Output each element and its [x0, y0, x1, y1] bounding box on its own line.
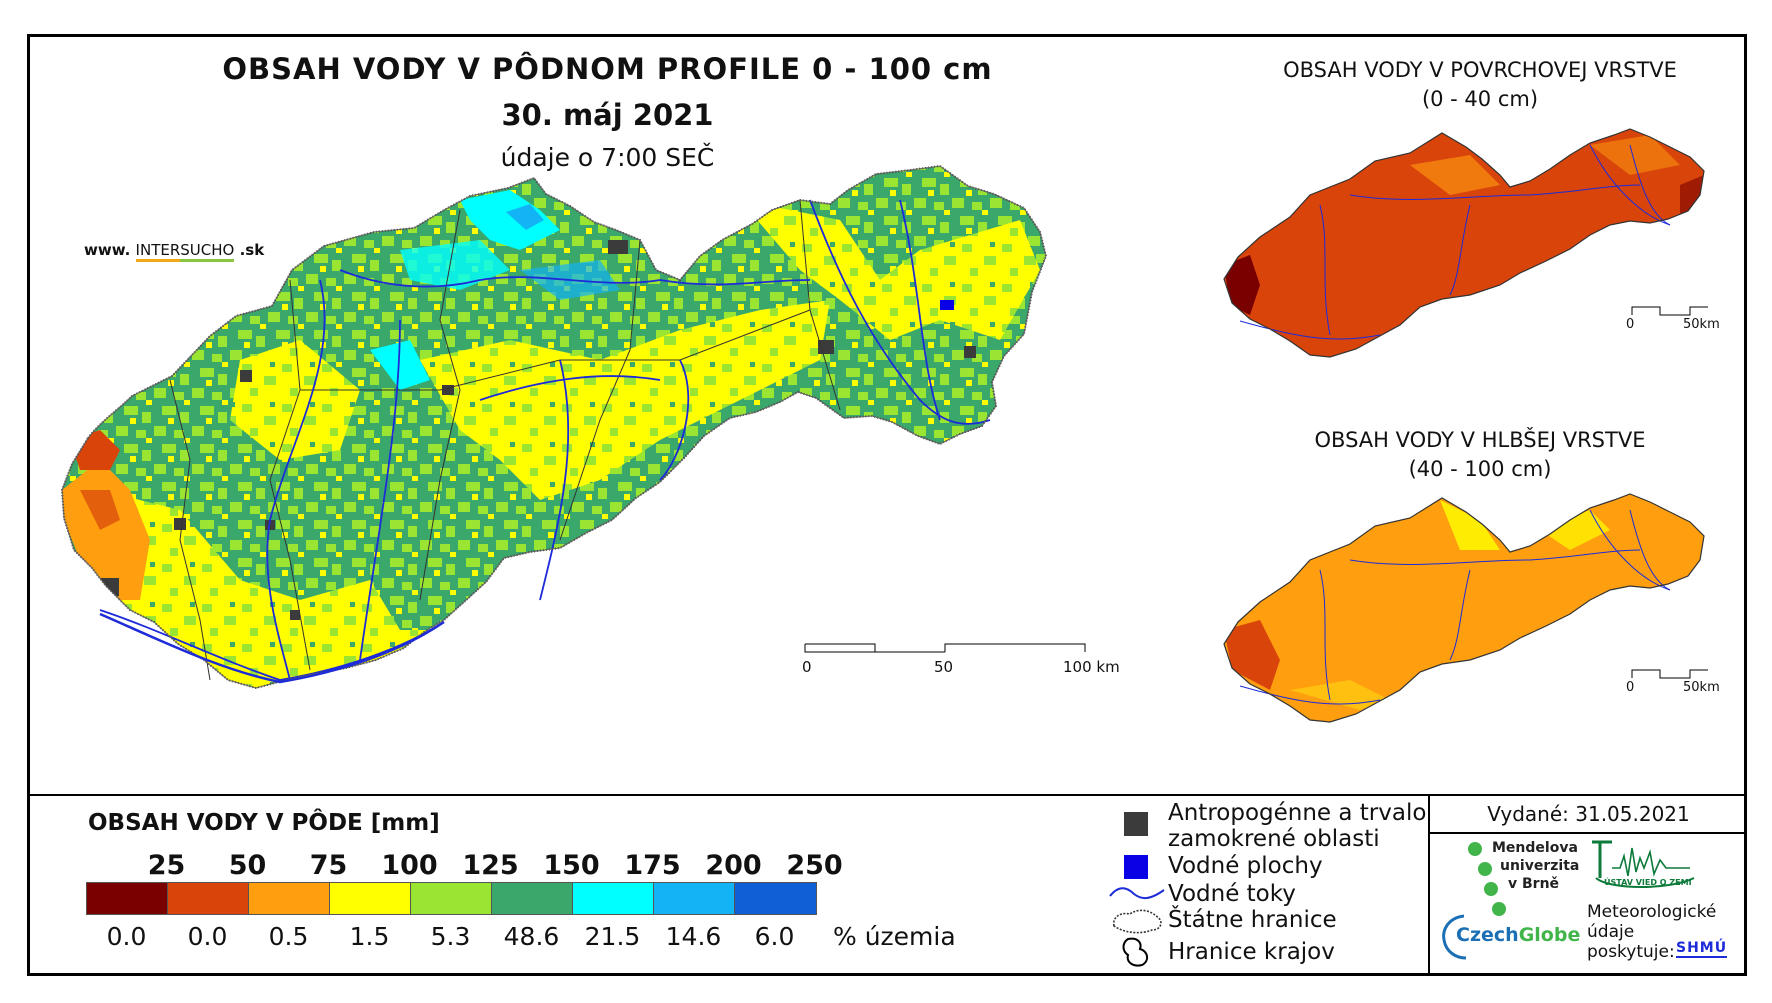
shmu-logo: SHMÚ [1676, 940, 1728, 958]
mendel-logo-dot [1492, 902, 1506, 916]
legend-percentage: 5.3 [430, 922, 471, 951]
inset-bottom-title-line1: OBSAH VODY V HLBŠEJ VRSTVE [1314, 428, 1646, 452]
inset-bottom-deep-layer-map [1223, 493, 1705, 723]
inset-top-title-line2: (0 - 40 cm) [1421, 87, 1539, 111]
legend-threshold: 125 [462, 850, 519, 881]
river-symbol [1109, 887, 1165, 900]
legend-percentage: 14.6 [665, 922, 722, 951]
legend-title: OBSAH VODY V PÔDE [mm] [88, 810, 440, 836]
inset-bottom-title-line2: (40 - 100 cm) [1408, 457, 1552, 481]
meteo-label-line2: údaje [1587, 922, 1635, 942]
inset-top-scale-50: 50km [1683, 317, 1720, 332]
legend-percentage: 1.5 [349, 922, 390, 951]
mendel-logo-dot [1484, 882, 1498, 896]
legend-swatch [168, 883, 249, 914]
main-scale-label-0: 0 [802, 658, 812, 676]
main-scale-label-50: 50 [934, 658, 954, 676]
legend-swatch [87, 883, 168, 914]
legend-threshold: 150 [543, 850, 600, 881]
legend-threshold: 75 [309, 850, 348, 881]
state-border-label: Štátne hranice [1168, 907, 1337, 933]
legend-threshold: 250 [786, 850, 843, 881]
main-title: OBSAH VODY V PÔDNOM PROFILE 0 - 100 cm [222, 52, 993, 86]
inset-top-title-line1: OBSAH VODY V POVRCHOVEJ VRSTVE [1283, 58, 1677, 82]
legend-swatch [249, 883, 330, 914]
mendel-logo-line2: univerzita [1500, 858, 1580, 874]
legend-threshold: 200 [705, 850, 762, 881]
issued-date: Vydané: 31.05.2021 [1487, 802, 1690, 826]
main-date: 30. máj 2021 [501, 98, 714, 132]
inset-top-scale-bar [1631, 306, 1708, 316]
legend-swatch [654, 883, 735, 914]
inset-bottom-scale-0: 0 [1626, 680, 1635, 695]
legend-swatch [492, 883, 573, 914]
urban-area-label-line1: Antropogénne a trvalo [1168, 800, 1427, 826]
legend-threshold: 175 [624, 850, 681, 881]
water-body-symbol [1124, 855, 1148, 879]
mendel-logo-dot [1478, 862, 1492, 876]
legend-percentage: 0.0 [106, 922, 147, 951]
main-soil-water-map [61, 165, 1047, 689]
main-scale-label-100: 100 km [1063, 658, 1120, 676]
main-time-note: údaje o 7:00 SEČ [500, 143, 715, 172]
legend-threshold: 50 [228, 850, 267, 881]
website-link[interactable]: www. INTERSUCHO .sk [84, 241, 264, 262]
legend-percentage: 0.0 [187, 922, 228, 951]
czechglobe-logo: CzechGlobe [1456, 924, 1581, 946]
legend-percentage: 48.6 [503, 922, 560, 951]
region-border-label: Hranice krajov [1168, 939, 1335, 965]
water-body-label: Vodné plochy [1168, 853, 1323, 879]
legend-percentage: 6.0 [754, 922, 795, 951]
legend-swatch [411, 883, 492, 914]
mendel-logo-line3: v Brně [1508, 876, 1560, 892]
issued-divider [1428, 832, 1747, 834]
logo-divider [1428, 795, 1430, 976]
legend-divider [27, 794, 1747, 796]
inset-bottom-scale-bar [1631, 669, 1708, 679]
legend-percentage: 21.5 [584, 922, 641, 951]
czechglobe-logo-icon [1442, 914, 1467, 960]
mendel-logo-line1: Mendelova [1492, 840, 1578, 856]
inset-top-scale-0: 0 [1626, 317, 1635, 332]
state-border-symbol [1112, 909, 1162, 934]
legend-threshold: 25 [147, 850, 186, 881]
uvgz-logo [1592, 840, 1695, 888]
legend-swatch [735, 883, 816, 914]
legend-percent-unit: % územia [833, 922, 956, 951]
legend-swatch [330, 883, 411, 914]
region-border-symbol [1122, 937, 1148, 967]
mendel-logo-dot [1468, 842, 1482, 856]
legend-swatch [573, 883, 654, 914]
legend-thresholds: 25 50 75 100 125 150 175 200 250 [126, 850, 855, 881]
meteo-label-line3: poskytuje: [1587, 942, 1675, 962]
river-label: Vodné toky [1168, 881, 1296, 907]
legend-threshold: 100 [381, 850, 438, 881]
urban-area-symbol [1124, 812, 1148, 836]
legend-color-scale [86, 882, 817, 915]
inset-top-surface-layer-map [1223, 128, 1705, 358]
uvgz-logo-label: ÚSTAV VIED O ZEMI [1604, 878, 1692, 887]
legend-percentages: 0.0 0.0 0.5 1.5 5.3 48.6 21.5 14.6 6.0 [86, 922, 815, 951]
inset-bottom-scale-50: 50km [1683, 680, 1720, 695]
urban-area-label-line2: zamokrené oblasti [1168, 826, 1380, 852]
main-scale-bar [804, 643, 1086, 653]
meteo-label-line1: Meteorologické [1587, 902, 1717, 922]
legend-percentage: 0.5 [268, 922, 309, 951]
